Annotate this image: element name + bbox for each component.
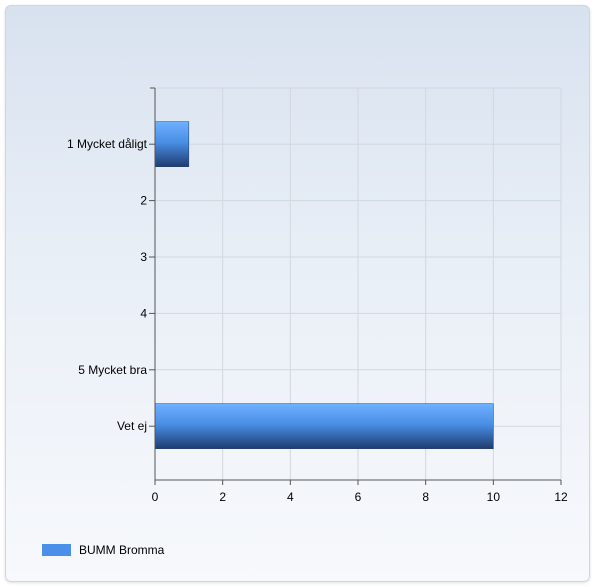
- y-tick-label: 2: [140, 194, 147, 208]
- bars: [154, 121, 494, 449]
- x-tick-label: 10: [487, 490, 501, 504]
- x-tick-label: 8: [422, 490, 429, 504]
- x-tick-label: 4: [287, 490, 294, 504]
- bar: [154, 121, 190, 167]
- legend-swatch: [42, 544, 71, 556]
- chart-panel: [5, 5, 590, 582]
- legend-label: BUMM Bromma: [79, 543, 165, 557]
- x-tick-label: 2: [219, 490, 226, 504]
- x-tick-label: 0: [152, 490, 159, 504]
- y-tick-label: 5 Mycket bra: [78, 363, 147, 377]
- legend: BUMM Bromma: [42, 543, 164, 557]
- y-tick-label: 3: [140, 250, 147, 264]
- tick-labels: 0 2 4 6 8 10 12 1 Mycket dåligt 2 3 4 5 Mycket bra V…: [67, 137, 568, 504]
- bar: [154, 403, 494, 449]
- x-tick-label: 12: [554, 490, 568, 504]
- y-tick-label: 1 Mycket dåligt: [67, 137, 148, 151]
- axes: [149, 87, 562, 485]
- x-tick-label: 6: [355, 490, 362, 504]
- y-tick-label: Vet ej: [117, 419, 147, 433]
- y-tick-label: 4: [140, 306, 147, 320]
